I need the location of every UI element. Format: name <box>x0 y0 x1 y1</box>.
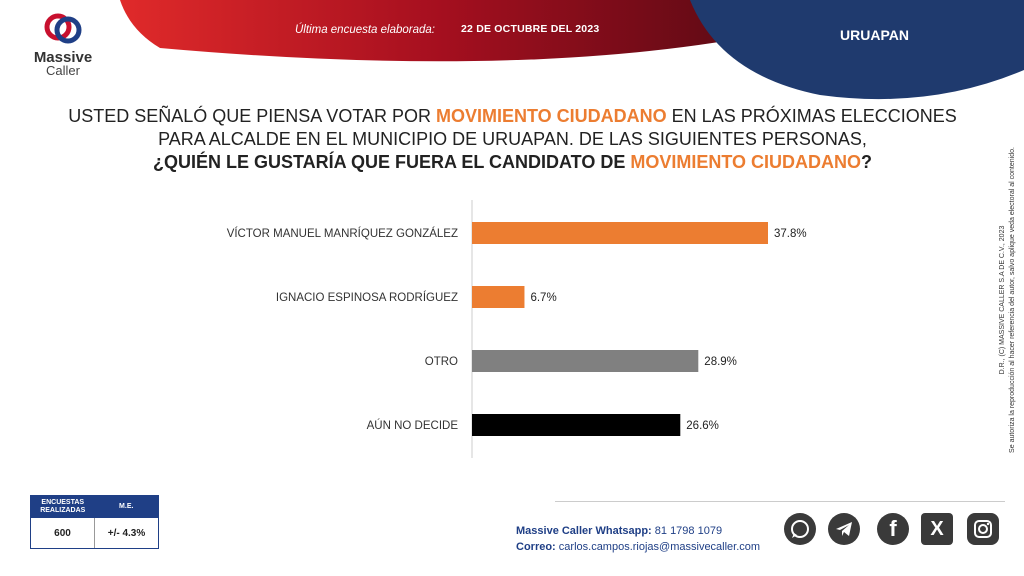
footer-divider <box>555 501 1005 502</box>
whatsapp-icon[interactable] <box>784 513 816 545</box>
whatsapp-number[interactable]: 81 1798 1079 <box>651 525 723 537</box>
category-label-0: VÍCTOR MANUEL MANRÍQUEZ GONZÁLEZ <box>227 227 458 240</box>
question-line-2: PARA ALCALDE EN EL MUNICIPIO DE URUAPAN.… <box>158 129 867 149</box>
navy-banner <box>690 0 1024 100</box>
email-line: Correo: carlos.campos.riojas@massivecall… <box>516 539 760 555</box>
contact-info: Massive Caller Whatsapp: 81 1798 1079 Co… <box>516 523 760 555</box>
bar-chart: VÍCTOR MANUEL MANRÍQUEZ GONZÁLEZ 37.8% IGN… <box>227 200 807 458</box>
category-label-3: AÚN NO DECIDE <box>367 419 459 432</box>
bar-2 <box>472 350 699 372</box>
brand-name-sub: Caller <box>46 63 80 78</box>
question-line-1-c: EN LAS PRÓXIMAS ELECCIONES <box>666 106 957 126</box>
stats-surveys-value: 600 <box>31 518 95 548</box>
whatsapp-label: Massive Caller Whatsapp: <box>516 525 652 537</box>
bar-0 <box>472 222 768 244</box>
question-line-1-a: USTED SEÑALÓ QUE PIENSA VOTAR POR <box>68 106 436 126</box>
question-line-1: USTED SEÑALÓ QUE PIENSA VOTAR POR MOVIMI… <box>40 105 985 128</box>
value-label-2: 28.9% <box>704 356 737 368</box>
bar-3 <box>472 414 681 436</box>
brand-logo: Massive Caller <box>28 12 98 77</box>
x-icon[interactable]: X <box>921 513 953 545</box>
stats-header: ENCUESTAS REALIZADAS M.E. <box>31 496 158 518</box>
instagram-icon[interactable] <box>967 513 999 545</box>
stats-table: ENCUESTAS REALIZADAS M.E. 600 +/- 4.3% <box>30 495 159 549</box>
value-label-1: 6.7% <box>530 292 556 304</box>
question-text: USTED SEÑALÓ QUE PIENSA VOTAR POR MOVIMI… <box>40 105 985 174</box>
city-label: URUAPAN <box>840 27 909 43</box>
stats-row: 600 +/- 4.3% <box>31 518 158 548</box>
question-party-1: MOVIMIENTO CIUDADANO <box>436 106 667 126</box>
category-label-2: OTRO <box>425 356 458 368</box>
copyright-line-1: D.R., (C) MASSIVE CALLER S.A DE C.V., 20… <box>999 225 1006 375</box>
survey-label: Última encuesta elaborada: <box>295 24 435 36</box>
survey-date: 22 DE OCTUBRE DEL 2023 <box>461 23 600 35</box>
stats-me-value: +/- 4.3% <box>107 527 146 539</box>
stats-header-surveys: ENCUESTAS REALIZADAS <box>40 499 86 514</box>
question-line-3-a: ¿QUIÉN LE GUSTARÍA QUE FUERA EL CANDIDAT… <box>152 152 631 172</box>
copyright-line-2: Se autoriza la reproducción al hacer ref… <box>1009 147 1016 453</box>
whatsapp-line: Massive Caller Whatsapp: 81 1798 1079 <box>516 523 760 539</box>
email-label: Correo: <box>516 541 556 553</box>
value-label-3: 26.6% <box>686 420 719 432</box>
bar-1 <box>472 286 525 308</box>
email-address[interactable]: carlos.campos.riojas@massivecaller.com <box>555 541 761 553</box>
facebook-icon[interactable]: f <box>877 513 909 545</box>
copyright-note: D.R., (C) MASSIVE CALLER S.A DE C.V., 20… <box>998 120 1018 480</box>
category-label-1: IGNACIO ESPINOSA RODRÍGUEZ <box>276 291 458 304</box>
question-line-3: ¿QUIÉN LE GUSTARÍA QUE FUERA EL CANDIDAT… <box>40 151 985 174</box>
telegram-icon[interactable] <box>828 513 860 545</box>
value-label-0: 37.8% <box>774 228 807 240</box>
logo-icon <box>44 13 82 44</box>
question-party-2: MOVIMIENTO CIUDADANO <box>630 152 862 172</box>
brand-name: Massive <box>33 49 93 66</box>
stats-header-me: M.E. <box>119 503 134 510</box>
question-line-3-c: ? <box>861 152 873 172</box>
header-decor <box>120 0 1024 100</box>
red-banner <box>120 0 760 62</box>
